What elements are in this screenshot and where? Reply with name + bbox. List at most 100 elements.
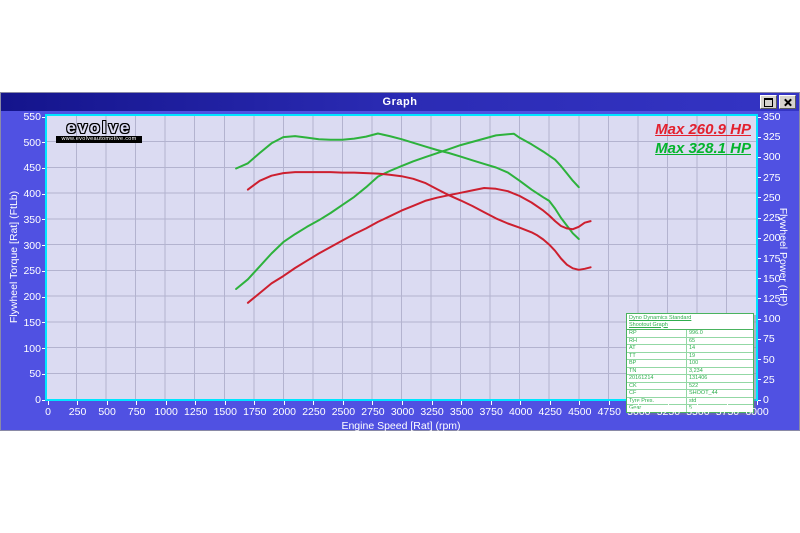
x-tick-mark <box>313 401 315 405</box>
x-tick-label: 4000 <box>508 406 533 418</box>
right-tick-mark <box>758 136 761 138</box>
right-tick-label: 275 <box>763 171 781 184</box>
x-tick-mark <box>224 401 226 405</box>
x-tick-mark <box>667 401 669 405</box>
evolve-logo: evolve www.evolveautomotive.com <box>56 118 142 143</box>
right-tick-label: 25 <box>763 373 775 386</box>
run-info-label: Gear <box>627 405 687 412</box>
left-tick-mark <box>42 322 45 324</box>
left-tick-mark <box>42 373 45 375</box>
run-info-label: TN <box>627 367 687 374</box>
maximize-icon <box>764 97 773 107</box>
x-tick-label: 3000 <box>390 406 415 418</box>
x-tick-mark <box>106 401 108 405</box>
run-info-row: TT 19 <box>627 351 753 359</box>
right-tick-mark <box>758 399 761 401</box>
left-tick-label: 150 <box>23 316 41 329</box>
right-tick-mark <box>758 318 761 320</box>
run-info-row: BP 100 <box>627 359 753 367</box>
left-axis-title: Flywheel Torque [Rat] (FtLb) <box>8 190 20 324</box>
x-tick-label: 4500 <box>568 406 592 418</box>
run-info-row: AT 14 <box>627 344 753 352</box>
left-tick-mark <box>42 296 45 298</box>
left-tick-label: 400 <box>23 188 41 201</box>
close-button[interactable] <box>779 95 796 109</box>
run-info-label: CK <box>627 382 687 389</box>
left-tick-label: 550 <box>23 111 41 123</box>
window-controls <box>760 95 796 109</box>
x-tick-mark <box>579 401 581 405</box>
run-info-row: Gear 5 <box>627 404 753 412</box>
left-tick-label: 250 <box>23 265 41 278</box>
x-tick-mark <box>638 401 640 405</box>
left-tick-label: 100 <box>23 342 41 355</box>
x-tick-label: 1750 <box>243 406 267 418</box>
left-tick-mark <box>42 348 45 350</box>
x-tick-mark <box>490 401 492 405</box>
left-tick-mark <box>42 116 45 118</box>
run-info-rows: RP 996.0 RH 65 AT 14 TT 19 BP 100 TN 3,234 20161214 1… <box>627 330 753 412</box>
x-tick-label: 1500 <box>213 406 237 418</box>
x-tick-mark <box>549 401 551 405</box>
right-tick-label: 325 <box>763 131 781 144</box>
right-tick-label: 0 <box>763 394 769 406</box>
evolve-logo-text: evolve <box>66 118 132 137</box>
right-tick-mark <box>758 217 761 219</box>
run-info-value: 3,234 <box>689 367 703 374</box>
right-tick-mark <box>758 298 761 300</box>
right-tick-label: 250 <box>763 191 781 204</box>
x-tick-mark <box>431 401 433 405</box>
x-tick-label: 5750 <box>715 406 740 418</box>
x-tick-mark <box>697 401 699 405</box>
right-tick-mark <box>758 156 761 158</box>
x-tick-label: 3750 <box>479 406 503 418</box>
run-info-value: 5 <box>689 405 693 411</box>
right-tick-mark <box>758 278 761 280</box>
right-tick-mark <box>758 116 761 118</box>
left-tick-mark <box>42 399 45 401</box>
left-tick-mark <box>42 167 45 169</box>
right-tick-label: 125 <box>763 292 781 305</box>
close-icon <box>783 98 792 107</box>
right-tick-mark <box>758 237 761 239</box>
x-tick-mark <box>195 401 197 405</box>
legend-item: Max 260.9 HP <box>655 121 751 138</box>
run-info-row: CK 522 <box>627 381 753 389</box>
run-info-label: Tyre Pres. <box>627 397 687 404</box>
left-tick-mark <box>42 219 45 221</box>
x-tick-label: 6000 <box>745 406 769 418</box>
x-tick-label: 0 <box>45 406 51 418</box>
run-info-table-header-line2: Shootout Graph <box>629 321 668 328</box>
right-tick-label: 200 <box>763 232 781 245</box>
right-tick-mark <box>758 177 761 179</box>
run-info-row: 20161214 131406 <box>627 374 753 382</box>
x-tick-mark <box>520 401 522 405</box>
green-torque-curve <box>235 132 580 240</box>
x-tick-label: 750 <box>127 406 146 418</box>
right-tick-label: 150 <box>763 272 781 285</box>
run-info-table: Dyno Dynamics Standard Shootout Graph RP… <box>626 313 754 413</box>
x-tick-label: 250 <box>68 406 87 418</box>
run-info-table-header: Dyno Dynamics Standard Shootout Graph <box>627 314 753 330</box>
x-tick-label: 5000 <box>627 406 651 418</box>
run-info-label: 20161214 <box>627 375 687 382</box>
x-tick-mark <box>136 401 138 405</box>
run-info-row: Tyre Pres. std <box>627 396 753 404</box>
run-info-value: 996.0 <box>689 330 703 336</box>
left-tick-mark <box>42 270 45 272</box>
x-tick-label: 2250 <box>302 406 326 418</box>
x-tick-label: 5500 <box>686 406 710 418</box>
maximize-button[interactable] <box>760 95 777 109</box>
x-tick-mark <box>254 401 256 405</box>
plot-frame: evolve www.evolveautomotive.com Max 260.… <box>45 114 758 413</box>
red-power-curve <box>246 187 592 304</box>
right-tick-label: 350 <box>763 111 781 123</box>
window-title-bar[interactable]: Graph <box>1 93 799 111</box>
run-info-label: TT <box>627 352 687 359</box>
right-tick-mark <box>758 359 761 361</box>
run-info-row: TN 3,234 <box>627 366 753 374</box>
red-torque-curve <box>246 171 592 271</box>
x-tick-mark <box>283 401 285 405</box>
run-info-label: AT <box>627 345 687 352</box>
x-tick-mark <box>726 401 728 405</box>
